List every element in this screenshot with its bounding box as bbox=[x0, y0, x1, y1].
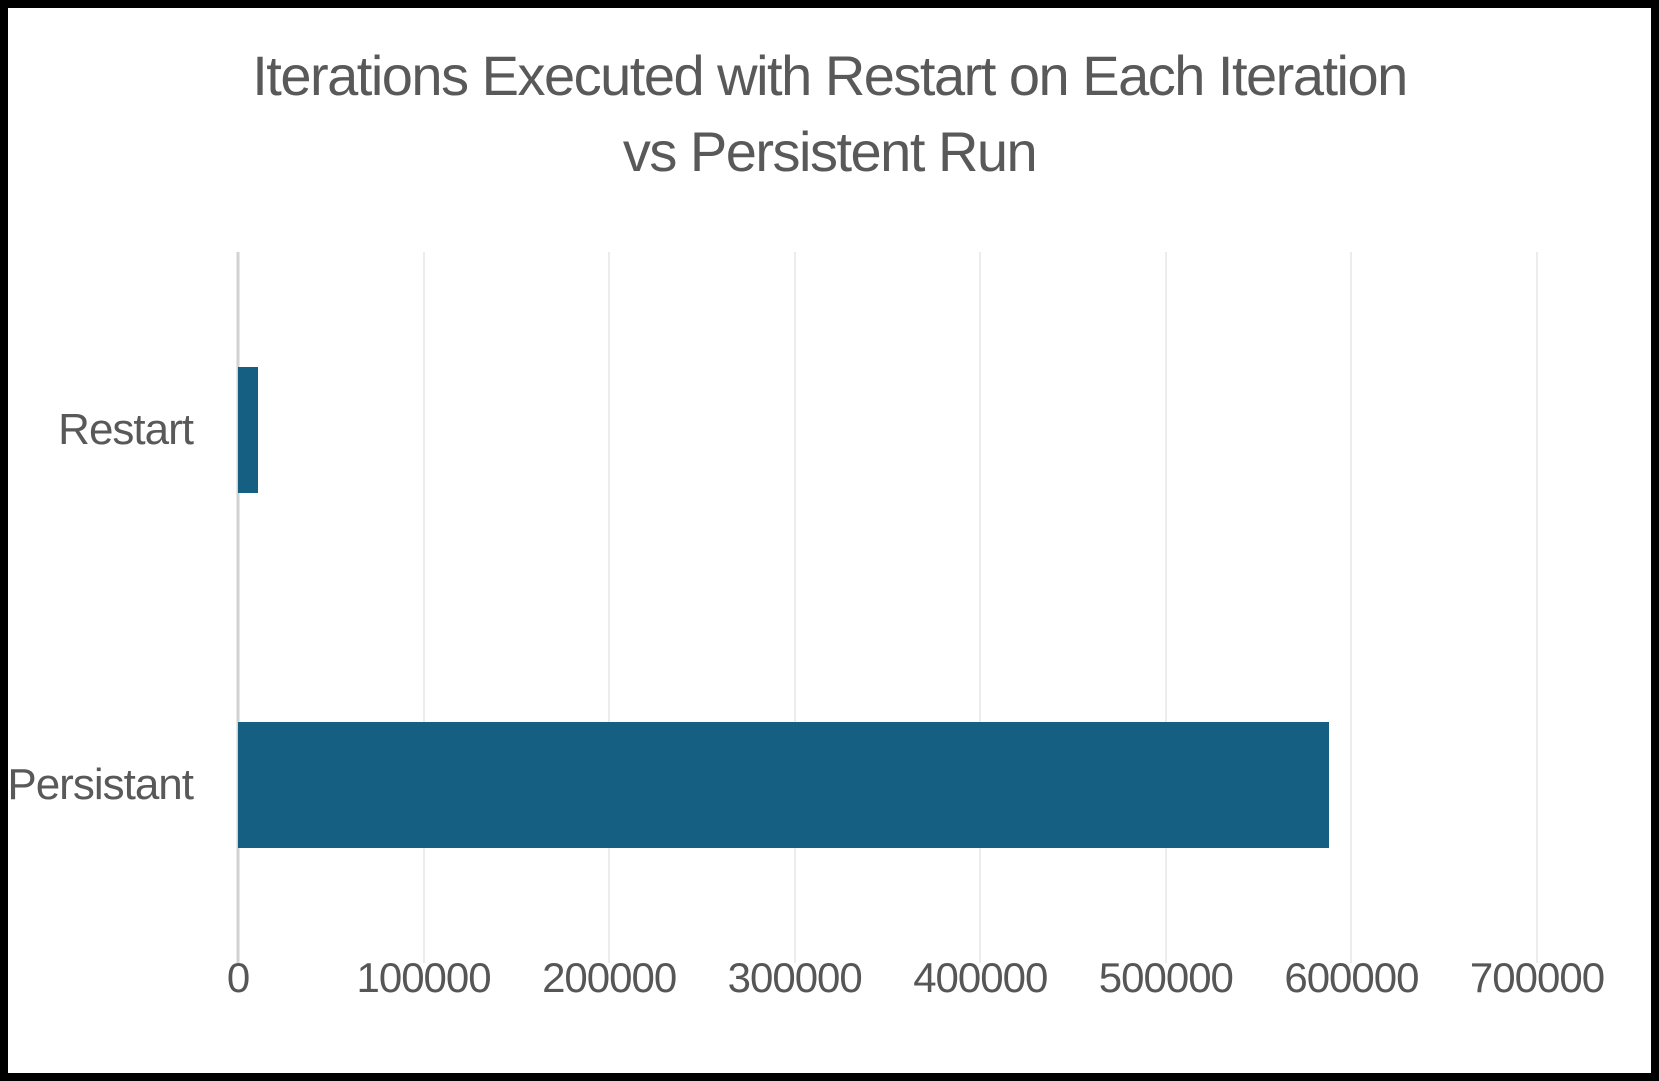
bar-restart bbox=[238, 366, 259, 493]
gridline bbox=[979, 252, 982, 963]
gridline bbox=[1164, 252, 1167, 963]
category-axis: Restart Persistant bbox=[7, 252, 194, 963]
gridline bbox=[1350, 252, 1353, 963]
category-label-restart: Restart bbox=[58, 404, 194, 454]
x-tick-label: 600000 bbox=[1284, 954, 1419, 1001]
x-tick-label: 100000 bbox=[356, 954, 491, 1001]
bar-row bbox=[238, 722, 1537, 849]
gridline bbox=[1536, 252, 1538, 963]
category-label-persistant: Persistant bbox=[7, 760, 194, 810]
chart-title-line-2: vs Persistent Run bbox=[622, 120, 1038, 183]
chart-title: Iterations Executed with Restart on Each… bbox=[8, 38, 1651, 190]
gridline bbox=[608, 252, 611, 963]
bar-row bbox=[238, 366, 1537, 493]
x-tick-label: 300000 bbox=[727, 954, 863, 1001]
chart-title-line-1: Iterations Executed with Restart on Each… bbox=[252, 44, 1408, 107]
x-tick-label: 400000 bbox=[913, 954, 1048, 1001]
value-axis: 0 100000 200000 300000 400000 500000 600000 700… bbox=[8, 953, 1651, 1003]
category-axis-line bbox=[236, 252, 240, 963]
x-tick-label: 0 bbox=[226, 954, 250, 1001]
x-tick-label: 500000 bbox=[1098, 954, 1234, 1001]
gridline bbox=[793, 252, 796, 963]
plot-area bbox=[236, 252, 1538, 963]
gridline bbox=[422, 252, 425, 963]
bar-persistant bbox=[238, 722, 1330, 849]
x-tick-label: 200000 bbox=[542, 954, 677, 1001]
x-tick-label: 700000 bbox=[1469, 954, 1605, 1001]
